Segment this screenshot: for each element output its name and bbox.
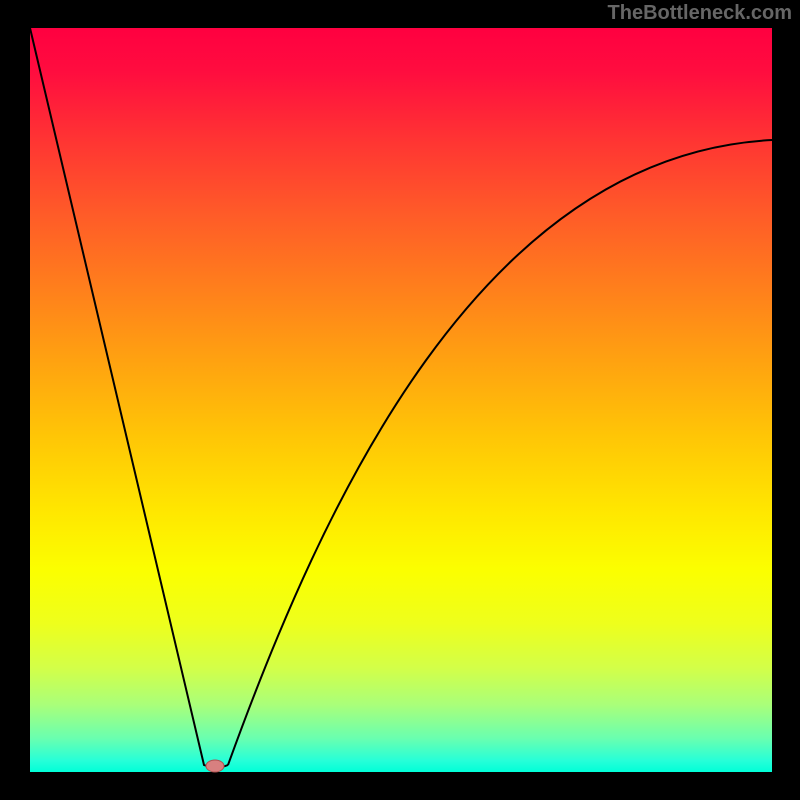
min-marker — [206, 760, 224, 772]
chart-plot-area — [30, 28, 772, 772]
bottleneck-chart: TheBottleneck.com — [0, 0, 800, 800]
watermark-text: TheBottleneck.com — [608, 2, 792, 25]
chart-svg — [0, 0, 800, 800]
